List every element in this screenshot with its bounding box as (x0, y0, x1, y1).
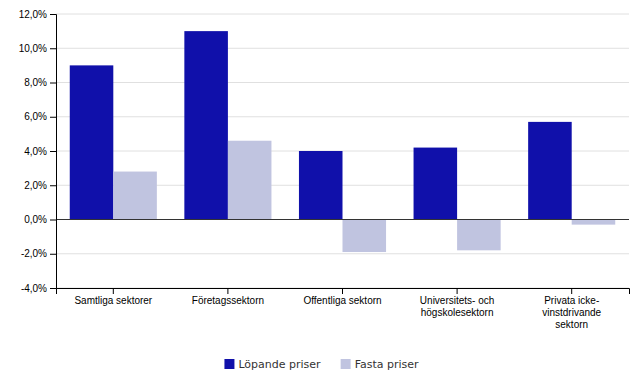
x-tick-label: Offentliga sektorn (303, 295, 381, 306)
bar (572, 220, 616, 225)
x-tick-label: Privata icke-vinstdrivandesektorn (542, 295, 601, 330)
y-tick-label: 0,0% (24, 214, 47, 225)
legend-item: Fasta priser (341, 358, 419, 371)
y-tick-mark (50, 185, 56, 186)
grid-line (56, 116, 629, 117)
y-tick: 2,0% (24, 180, 56, 191)
legend-label: Löpande priser (238, 358, 321, 371)
x-tick-mark (113, 288, 114, 294)
y-tick-label: 8,0% (24, 77, 47, 88)
legend-swatch (224, 359, 234, 369)
bar (299, 151, 343, 220)
x-axis-line (57, 289, 630, 295)
bar (343, 220, 387, 253)
y-tick: -2,0% (21, 248, 56, 259)
grid-line (56, 82, 629, 83)
bar (414, 148, 458, 220)
x-tick-label: Samtliga sektorer (74, 295, 152, 306)
y-tick-mark (50, 14, 56, 15)
y-tick: 6,0% (24, 111, 56, 122)
y-tick-label: 10,0% (19, 43, 47, 54)
plot: -4,0% -2,0% 0,0% 2,0% 4,0% 6,0% 8,0% 10,0% 12,0%… (19, 9, 630, 330)
legend-swatch (341, 359, 351, 369)
y-tick: 4,0% (24, 146, 56, 157)
x-tick-mark (227, 288, 228, 294)
x-tick-mark (571, 288, 572, 294)
bar (113, 172, 157, 220)
y-tick-label: 12,0% (19, 9, 47, 20)
legend: Löpande priser Fasta priser (224, 358, 419, 371)
grid-line (56, 14, 629, 15)
bar-series (113, 141, 615, 252)
y-tick-label: -2,0% (21, 248, 47, 259)
x-tick: Samtliga sektorer (74, 288, 152, 306)
y-tick: 12,0% (19, 9, 56, 20)
grid (56, 14, 629, 288)
bar (457, 220, 501, 251)
y-tick: -4,0% (21, 283, 56, 294)
grid-line (56, 48, 629, 49)
grid-line (56, 253, 629, 254)
bar-series (70, 31, 572, 219)
x-tick: Offentliga sektorn (303, 288, 381, 306)
y-tick-mark (50, 83, 56, 84)
legend-item: Löpande priser (224, 358, 321, 371)
x-tick-label: Universitets- ochhögskolesektorn (420, 295, 494, 318)
y-tick-label: 4,0% (24, 146, 47, 157)
y-tick: 8,0% (24, 77, 56, 88)
x-tick: Universitets- ochhögskolesektorn (420, 288, 494, 318)
x-axis: Samtliga sektorer Företagssektorn Offentli… (57, 288, 630, 330)
y-tick-label: 2,0% (24, 180, 47, 191)
x-tick: Privata icke-vinstdrivandesektorn (542, 288, 601, 330)
x-tick-label: Företagssektorn (192, 295, 264, 306)
bars (70, 31, 615, 252)
x-tick-mark (457, 288, 458, 294)
y-tick: 10,0% (19, 43, 56, 54)
y-tick-mark (50, 288, 56, 289)
x-tick-mark (342, 288, 343, 294)
y-tick-mark (50, 151, 56, 152)
grid-line (56, 219, 629, 220)
y-tick: 0,0% (24, 214, 56, 225)
y-axis-line (50, 15, 57, 289)
zero-line (56, 219, 629, 220)
y-tick-label: -4,0% (21, 283, 47, 294)
y-tick-mark (50, 220, 56, 221)
bar (228, 141, 272, 220)
y-tick-label: 6,0% (24, 111, 47, 122)
x-tick: Företagssektorn (192, 288, 264, 306)
bar (184, 31, 228, 219)
y-axis: -4,0% -2,0% 0,0% 2,0% 4,0% 6,0% 8,0% 10,0% 12,0% (19, 9, 57, 294)
legend-label: Fasta priser (355, 358, 419, 371)
y-tick-mark (50, 117, 56, 118)
y-tick-mark (50, 48, 56, 49)
bar (528, 122, 572, 220)
chart: -4,0% -2,0% 0,0% 2,0% 4,0% 6,0% 8,0% 10,0% 12,0%… (0, 0, 643, 380)
bar (70, 65, 114, 219)
y-tick-mark (50, 254, 56, 255)
